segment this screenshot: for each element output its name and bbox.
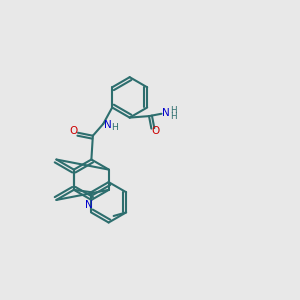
Text: H: H <box>170 112 177 121</box>
Text: H: H <box>111 123 118 132</box>
Text: N: N <box>85 200 93 210</box>
Text: N: N <box>162 108 170 118</box>
Text: H: H <box>170 106 177 115</box>
Text: O: O <box>69 126 78 136</box>
Text: O: O <box>151 126 159 136</box>
Text: N: N <box>104 120 112 130</box>
